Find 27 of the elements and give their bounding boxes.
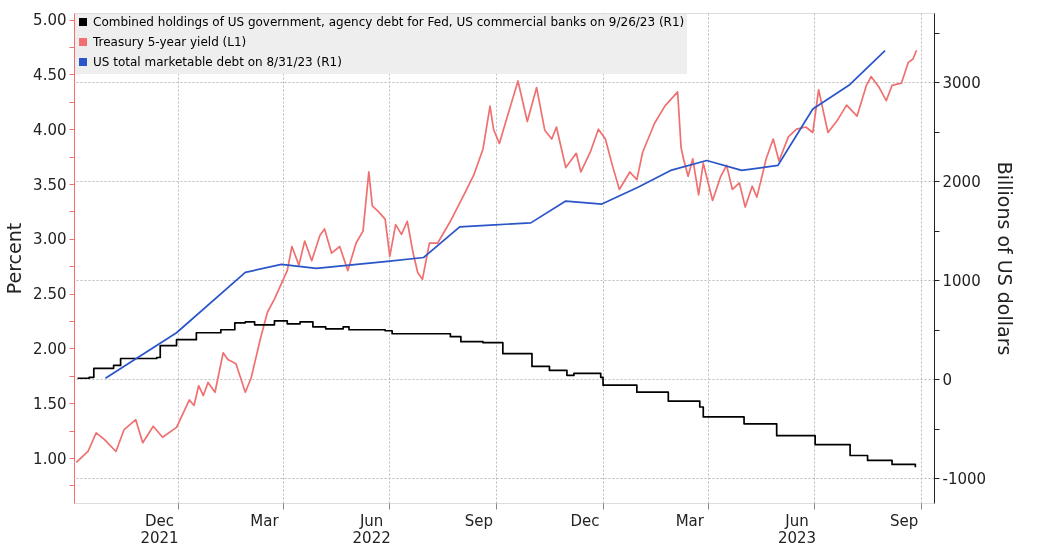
x-tick-label: Dec 2021 bbox=[140, 511, 179, 547]
y-tick-label: 4.50 bbox=[33, 65, 67, 84]
y-tick-label: 3.00 bbox=[33, 230, 67, 249]
x-tick-label: Sep bbox=[890, 511, 919, 530]
y-tick-label: 5.00 bbox=[33, 11, 67, 30]
y-tick-label: 3.50 bbox=[33, 175, 67, 194]
legend-label: US total marketable debt on 8/31/23 (R1) bbox=[93, 55, 342, 69]
x-tick-label: Mar bbox=[250, 511, 280, 530]
y-tick-label: 4.00 bbox=[33, 120, 67, 139]
y-tick-label: 1.00 bbox=[33, 449, 67, 468]
y2-tick-label: 3000 bbox=[942, 73, 981, 92]
y-tick-label: 2.50 bbox=[33, 285, 67, 304]
legend-label: Combined holdings of US government, agency debt for Fed, US commercial banks on 9/26/23 (R1) bbox=[93, 15, 685, 29]
x-tick-label: Mar bbox=[675, 511, 705, 530]
x-tick-label: Dec bbox=[570, 511, 600, 530]
x-tick-label: Jun 2023 bbox=[777, 511, 817, 547]
legend-label: Treasury 5-year yield (L1) bbox=[92, 35, 247, 49]
y2-tick-label: 0 bbox=[942, 370, 953, 389]
y2-tick-label: 1000 bbox=[942, 271, 981, 290]
y-tick-label: 2.00 bbox=[33, 339, 67, 358]
y2-tick-label: 2000 bbox=[942, 172, 981, 191]
y2-axis-title: Billions of US dollars bbox=[994, 161, 1017, 356]
y2-tick-label: -1000 bbox=[942, 469, 987, 488]
x-tick-label: Jun 2022 bbox=[352, 511, 391, 547]
x-tick-label: Sep bbox=[464, 511, 493, 530]
y-tick-label: 1.50 bbox=[33, 394, 67, 413]
y-axis-title: Percent bbox=[3, 222, 26, 295]
